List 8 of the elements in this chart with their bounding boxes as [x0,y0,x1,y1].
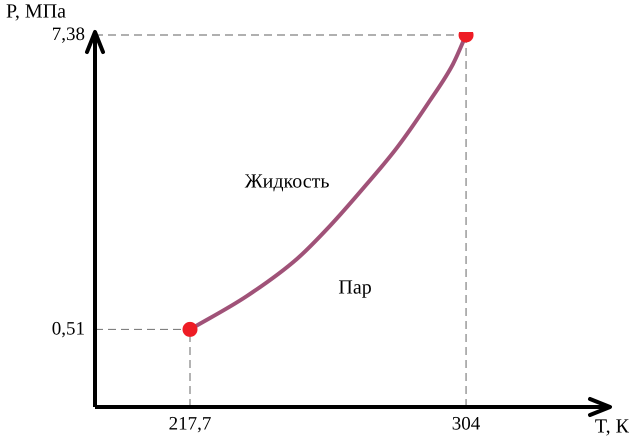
annotation: Жидкость [244,170,330,192]
y-tick-label: 7,38 [52,24,85,45]
x-axis-title: T, К [594,415,630,438]
x-tick-label: 304 [452,413,481,434]
y-axis-title: P, МПа [6,0,66,22]
annotation: Пар [338,276,372,298]
x-tick-label: 217,7 [168,413,212,434]
y-tick-label: 0,51 [52,318,85,340]
